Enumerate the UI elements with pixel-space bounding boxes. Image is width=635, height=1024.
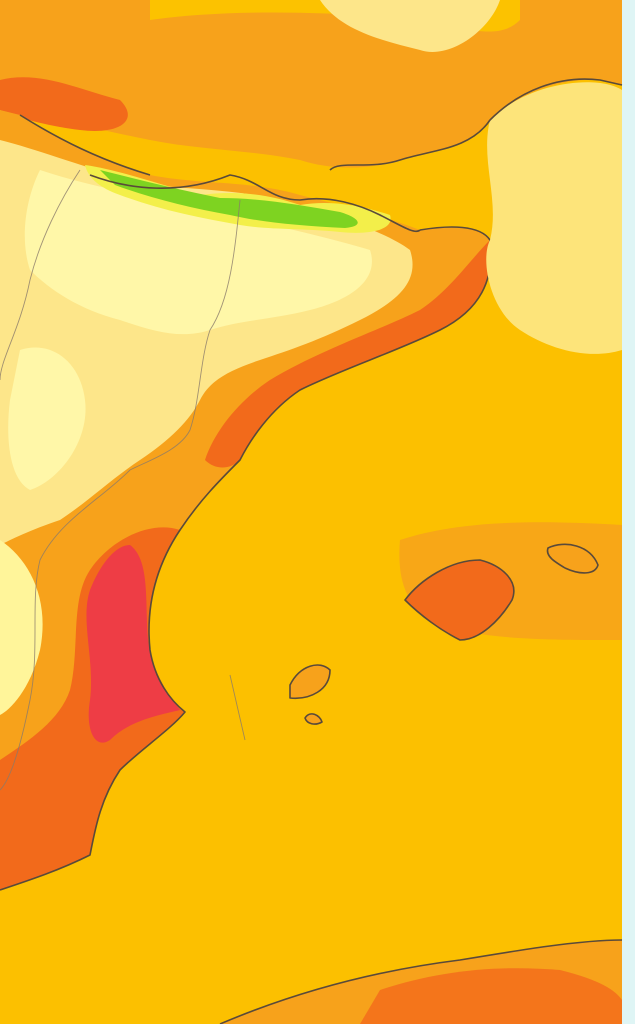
land-hottest <box>86 545 180 743</box>
land-coldest <box>100 170 358 228</box>
iberia-region <box>0 110 492 891</box>
land <box>0 0 622 168</box>
land-cool <box>8 347 86 490</box>
land-mild <box>320 0 500 52</box>
mallorca <box>404 559 515 641</box>
land-cool <box>0 540 43 715</box>
region-border <box>0 169 241 791</box>
menorca <box>546 543 599 574</box>
coastline <box>219 939 623 1024</box>
land-hot <box>205 240 491 468</box>
ibiza <box>289 664 331 699</box>
land-hot <box>360 968 622 1024</box>
coastline <box>329 78 623 171</box>
formentera <box>304 713 323 725</box>
border-line <box>89 174 421 233</box>
france-region <box>0 0 622 168</box>
coastline <box>0 114 492 891</box>
frame-edge <box>622 0 635 1024</box>
land-cool <box>24 170 372 335</box>
line-mark <box>229 674 246 741</box>
balearics <box>229 522 622 741</box>
africa-region <box>219 939 623 1024</box>
land-hot <box>0 77 128 131</box>
sea-cool <box>486 82 622 354</box>
